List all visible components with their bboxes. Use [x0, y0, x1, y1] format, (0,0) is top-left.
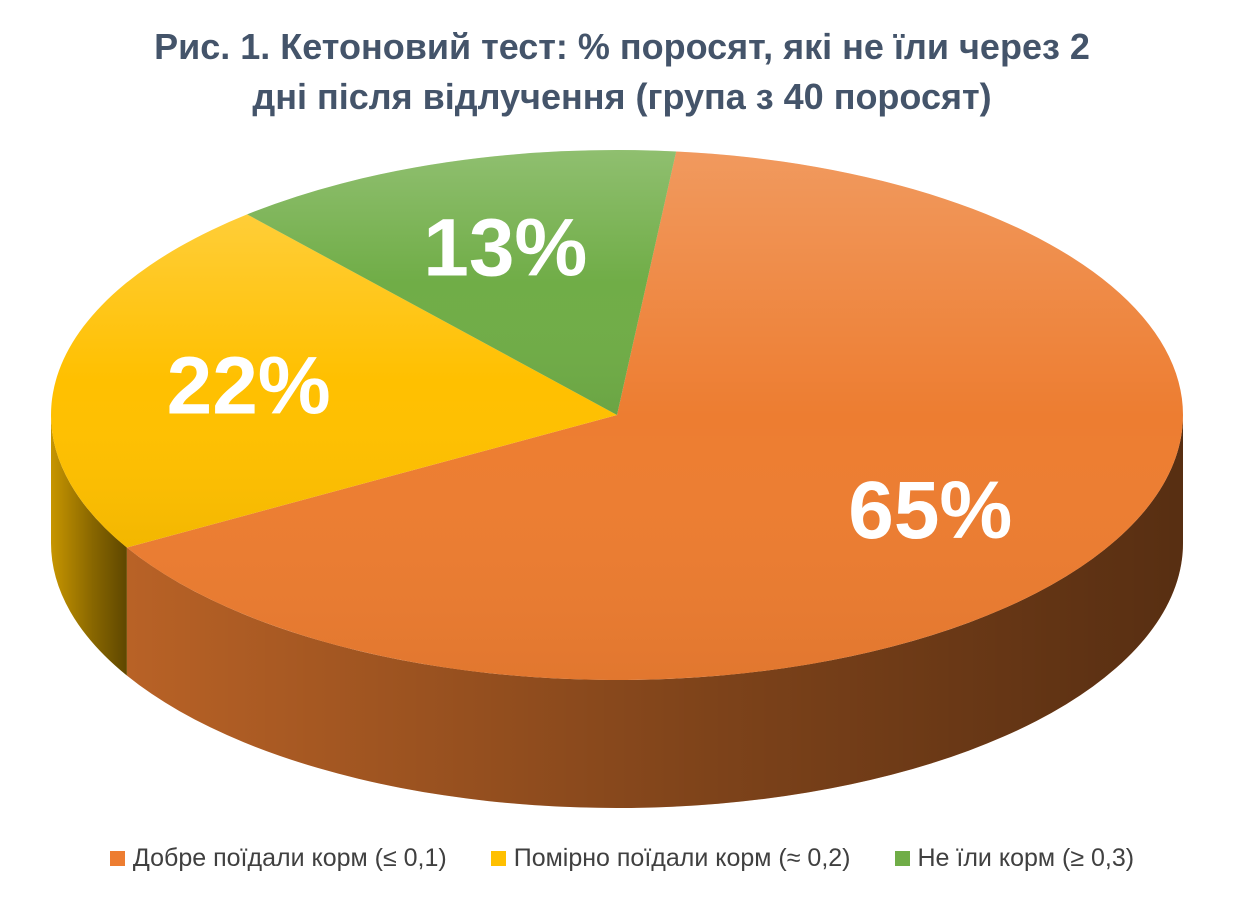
- pie-slice-side-shading: [126, 415, 1184, 808]
- chart-title-line-2: дні після відлучення (група з 40 поросят…: [252, 76, 992, 117]
- pie-slice-highlight: [50, 214, 617, 548]
- legend-item: Помірно поїдали корм (≈ 0,2): [490, 843, 851, 873]
- chart-title: Рис. 1. Кетоновий тест: % поросят, які н…: [0, 22, 1244, 122]
- pie-slice-side-shading: [51, 415, 127, 676]
- legend-swatch: [109, 850, 125, 866]
- chart-title-line-1: Рис. 1. Кетоновий тест: % поросят, які н…: [154, 26, 1090, 67]
- pie-data-label: 13%: [423, 203, 587, 294]
- pie-top-layer: [50, 149, 1183, 681]
- pie-side-layer: [51, 415, 1184, 808]
- pie-data-label: 65%: [848, 465, 1012, 556]
- legend-label: Не їли корм (≥ 0,3): [917, 843, 1135, 872]
- legend-item: Не їли корм (≥ 0,3): [894, 843, 1135, 873]
- pie-slice-highlight: [126, 151, 1183, 681]
- legend-item: Добре поїдали корм (≤ 0,1): [109, 843, 447, 873]
- pie-data-label: 22%: [167, 340, 331, 431]
- legend-label: Добре поїдали корм (≤ 0,1): [132, 843, 447, 872]
- legend-label: Помірно поїдали корм (≈ 0,2): [513, 843, 851, 872]
- legend-swatch: [894, 850, 910, 866]
- legend-swatch: [490, 850, 506, 866]
- pie-slice-highlight: [247, 149, 677, 415]
- chart-legend: Добре поїдали корм (≤ 0,1) Помірно поїда…: [0, 836, 1244, 880]
- pie-label-layer: 65% 22% 13%: [167, 203, 1013, 556]
